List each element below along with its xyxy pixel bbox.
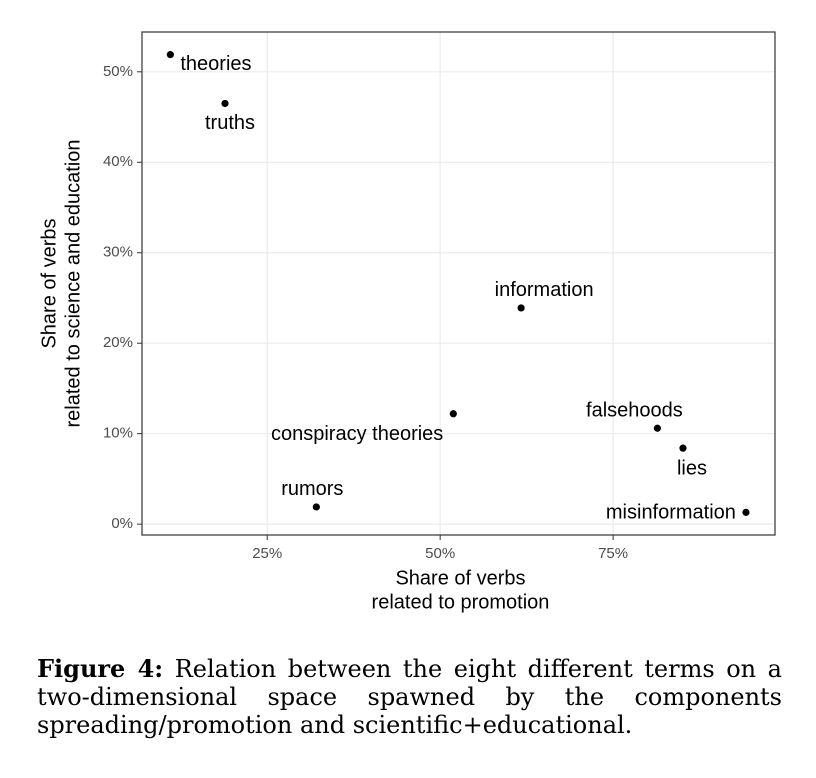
point-label: falsehoods [586, 400, 683, 422]
x-axis-title: related to promotion [372, 591, 550, 613]
point [742, 508, 750, 516]
x-axis-title: Share of verbs [395, 567, 525, 589]
point-label: rumors [281, 478, 343, 500]
point [221, 99, 229, 108]
x-tick-label: 75% [598, 545, 628, 562]
point [517, 304, 525, 312]
point-label: lies [677, 457, 707, 479]
y-tick-label: 10% [103, 425, 133, 442]
y-axis-title: related to science and education [62, 140, 84, 428]
x-tick-label: 50% [425, 545, 455, 562]
point [449, 410, 457, 418]
y-axis-title: Share of verbs [38, 218, 60, 348]
chart: 25% 50% 75% 0% 10% 20% 30% 40% 50% Share of verbs… [38, 31, 776, 613]
y-tick-label: 0% [111, 515, 133, 532]
x-tick-label: 25% [252, 545, 282, 562]
panel-border [141, 31, 776, 536]
point-label: truths [205, 112, 255, 134]
point-label: theories [180, 53, 251, 75]
caption-label: Figure 4: [37, 654, 164, 683]
y-tick-label: 20% [103, 334, 133, 351]
point [679, 444, 687, 452]
caption-text: Relation between the eight different ter… [37, 655, 782, 739]
point-label: conspiracy theories [271, 423, 443, 445]
y-tick-label: 40% [103, 153, 133, 170]
point [653, 424, 661, 432]
point [166, 51, 174, 59]
point-label: misinformation [606, 502, 736, 524]
caption: Figure 4: Relation between the eight dif… [37, 654, 782, 740]
y-tick-label: 30% [103, 244, 133, 261]
point [312, 503, 320, 511]
panel [142, 32, 775, 535]
y-tick-label: 50% [103, 63, 133, 80]
point-label: information [495, 279, 594, 301]
